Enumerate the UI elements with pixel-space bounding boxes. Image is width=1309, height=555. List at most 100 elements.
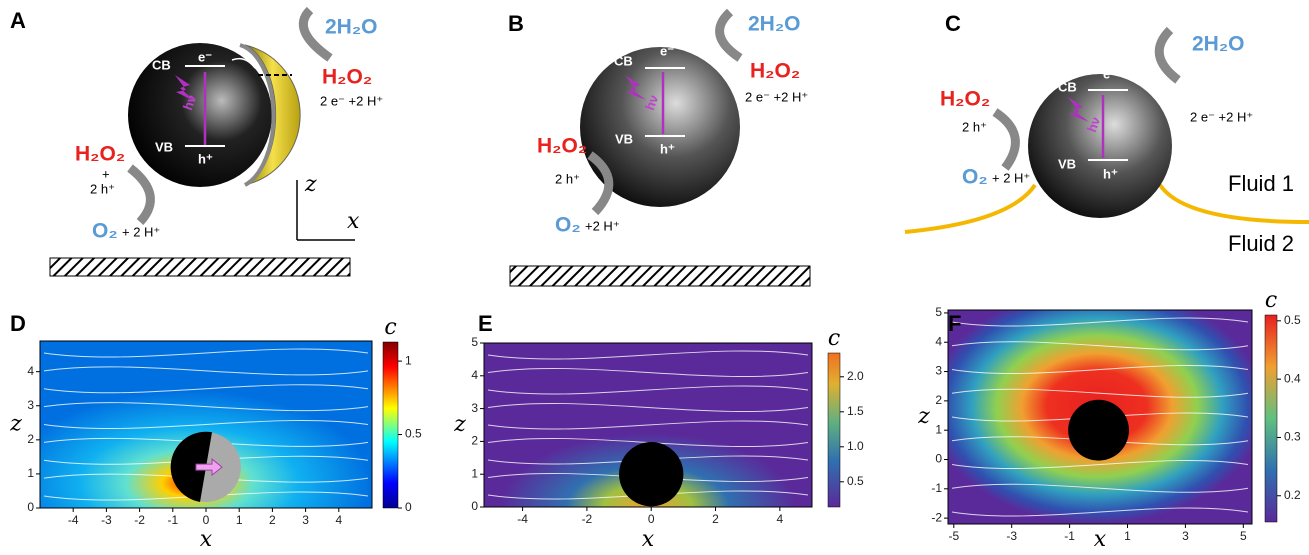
panel-c: C CB e⁻ hν VB h⁺ 2H₂O 2 e⁻ +2 H⁺ H₂O₂ 2 …: [905, 11, 1309, 256]
y-tick-label: 0: [27, 500, 34, 514]
colorbar-label: c: [1265, 288, 1277, 313]
particle: [619, 442, 683, 506]
fluid-2: Fluid 2: [1228, 231, 1294, 256]
x-tick-label: -4: [68, 513, 79, 527]
y-tick-label: -1: [931, 481, 942, 495]
y-tick-label: 4: [935, 334, 942, 348]
product: 2H₂O: [325, 16, 378, 39]
panel-label: A: [10, 8, 26, 33]
y-tick-label: 4: [471, 368, 478, 382]
cb: CB: [614, 53, 633, 68]
y-tick-label: 1: [935, 422, 942, 436]
arrow: [1159, 30, 1178, 80]
vb: VB: [615, 131, 633, 146]
y-tick-label: 2: [471, 434, 478, 448]
colorbar-tick-label: 0.5: [405, 427, 422, 441]
electron: e⁻: [198, 49, 212, 64]
colorbar-tick-label: 0.5: [1284, 313, 1301, 327]
y-tick-label: 0: [935, 452, 942, 466]
arrow: [995, 112, 1015, 168]
oxygen: O₂: [555, 214, 581, 237]
y-axis-label: z: [917, 404, 930, 429]
x-tick-label: 3: [302, 513, 309, 527]
particle: [1028, 74, 1172, 218]
axis-x: x: [347, 209, 360, 234]
x-tick-label: 4: [776, 512, 783, 526]
x-axis-label: x: [1094, 527, 1107, 550]
x-tick-label: 2: [712, 512, 719, 526]
colorbar-tick-label: 0.3: [1284, 430, 1301, 444]
reactant: H₂O₂: [750, 60, 800, 83]
x-tick-label: -3: [1006, 529, 1017, 543]
x-tick-label: -2: [582, 512, 593, 526]
panel-a: A CB e⁻ hν VB h⁺ 2H₂O H₂O₂ 2 e⁻ +2 H⁺ H₂…: [10, 8, 383, 276]
reactant: H₂O₂: [322, 66, 372, 89]
colorbar-tick-label: 0.2: [1284, 488, 1301, 502]
y-axis-label: z: [453, 412, 466, 437]
x-axis-label: x: [642, 527, 655, 550]
colorbar-tick-label: 1.0: [847, 439, 864, 453]
reactant: H₂O₂: [75, 143, 125, 166]
x-tick-label: 3: [1182, 529, 1189, 543]
y-tick-label: 3: [27, 398, 34, 412]
y-tick-label: 0: [471, 499, 478, 513]
colorbar: [828, 353, 840, 507]
y-tick-label: 2: [935, 393, 942, 407]
x-tick-label: -1: [167, 513, 178, 527]
y-axis-label: z: [9, 412, 22, 437]
y-tick-label: 3: [471, 401, 478, 415]
figure: A CB e⁻ hν VB h⁺ 2H₂O H₂O₂ 2 e⁻ +2 H⁺ H₂…: [0, 0, 1309, 550]
x-tick-label: -4: [517, 512, 528, 526]
x-tick-label: -1: [1064, 529, 1075, 543]
x-tick-label: -3: [101, 513, 112, 527]
oxygen: O₂: [962, 166, 988, 189]
reactant: H₂O₂: [537, 135, 587, 158]
x-tick-label: 0: [203, 513, 210, 527]
x-tick-label: 2: [269, 513, 276, 527]
colorbar-label: c: [384, 315, 396, 340]
reactant: H₂O₂: [940, 88, 990, 111]
x-tick-label: 5: [1240, 529, 1247, 543]
colorbar-tick-label: 0.5: [847, 474, 864, 488]
hole: h⁺: [1103, 166, 1118, 181]
arrow: [720, 12, 740, 58]
colorbar-tick-label: 1: [405, 353, 412, 367]
colorbar: [1265, 315, 1277, 522]
protons: + 2 H⁺: [122, 224, 160, 239]
hole: h⁺: [198, 151, 213, 166]
x-tick-label: 1: [236, 513, 243, 527]
y-tick-label: 3: [935, 364, 942, 378]
panel-label: E: [478, 311, 493, 336]
x-tick-label: 0: [648, 512, 655, 526]
colorbar: [383, 342, 398, 508]
vb: VB: [155, 139, 173, 154]
y-tick-label: 1: [471, 466, 478, 480]
colorbar-label: c: [828, 326, 840, 351]
protons: +2 H⁺: [585, 218, 620, 233]
holes: 2 h⁺: [90, 181, 115, 196]
y-tick-label: 1: [27, 466, 34, 480]
y-tick-label: 2: [27, 432, 34, 446]
electron: e⁻: [1103, 66, 1117, 81]
cb: CB: [152, 57, 171, 72]
fluid-1: Fluid 1: [1228, 171, 1294, 196]
y-tick-label: 4: [27, 364, 34, 378]
x-axis-label: x: [200, 527, 213, 550]
panel-label: D: [10, 311, 26, 336]
particle: [1068, 400, 1129, 461]
hole: h⁺: [660, 141, 675, 156]
y-tick-label: -2: [931, 510, 942, 524]
cb: CB: [1058, 79, 1077, 94]
electrons: 2 e⁻ +2 H⁺: [320, 93, 383, 108]
panel-label: F: [948, 311, 961, 336]
holes: 2 h⁺: [962, 119, 987, 134]
y-tick-label: 5: [935, 305, 942, 319]
particle: [580, 47, 740, 207]
x-tick-label: -2: [134, 513, 145, 527]
x-tick-label: -5: [948, 529, 959, 543]
vb: VB: [1058, 156, 1076, 171]
plus: +: [102, 166, 110, 181]
x-tick-label: 1: [1124, 529, 1131, 543]
interface: [905, 185, 1035, 232]
plots: D -4 -3 -2 -1 0 1 2 3 4 0 1 2 3 4 x z c 0 0.5 1 E -4 -2 0 2 4 0 1 2 3 4…: [9, 288, 1301, 550]
